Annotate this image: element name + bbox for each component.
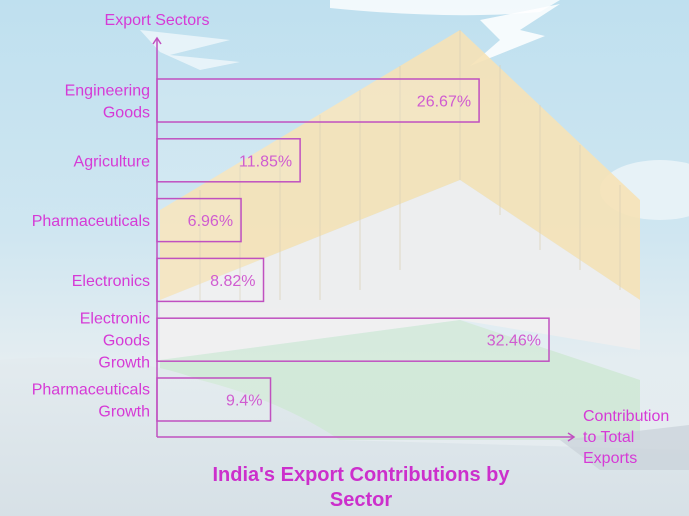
- category-label: Pharmaceuticals: [32, 382, 150, 399]
- x-axis-title: Contribution: [583, 408, 669, 425]
- y-axis-arrow-icon: [152, 36, 162, 45]
- category-label: Growth: [98, 355, 150, 372]
- category-label: Goods: [103, 105, 150, 122]
- category-label: Electronics: [72, 273, 150, 290]
- chart-title: Sector: [330, 489, 392, 511]
- category-label: Electronic: [80, 311, 150, 328]
- category-label: Growth: [98, 404, 150, 421]
- bar[interactable]: [156, 257, 265, 303]
- bar[interactable]: [156, 317, 550, 362]
- bar[interactable]: [156, 138, 301, 183]
- chart-title: India's Export Contributions by: [213, 464, 511, 486]
- bar[interactable]: [156, 197, 242, 243]
- y-axis-title: Export Sectors: [105, 12, 210, 29]
- x-axis-title: to Total: [583, 429, 634, 446]
- bar-value-label: 9.4%: [226, 393, 262, 410]
- category-label: Agriculture: [74, 153, 151, 170]
- category-label: Pharmaceuticals: [32, 213, 150, 230]
- category-label: Engineering: [65, 83, 150, 100]
- bar[interactable]: [156, 377, 272, 422]
- x-axis-title: Exports: [583, 450, 637, 467]
- x-axis-arrow-icon: [567, 432, 576, 442]
- bar-value-label: 32.46%: [487, 333, 541, 350]
- bar[interactable]: [156, 78, 480, 123]
- bar-value-label: 8.82%: [210, 273, 255, 290]
- bar-value-label: 26.67%: [417, 94, 471, 111]
- bar-value-label: 11.85%: [239, 153, 292, 170]
- category-label: Goods: [103, 333, 150, 350]
- bar-value-label: 6.96%: [188, 213, 233, 230]
